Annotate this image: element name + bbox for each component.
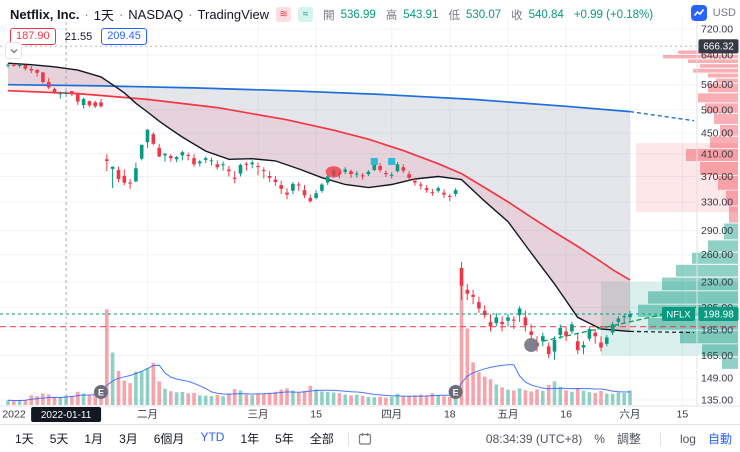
interval-label[interactable]: 1天 (93, 8, 114, 23)
svg-text:230.00: 230.00 (701, 276, 733, 288)
separator-dot: · (118, 7, 124, 22)
currency-label: USD (712, 7, 736, 19)
range-button-5天[interactable]: 5天 (49, 432, 69, 446)
moving-averages (7, 62, 695, 334)
high-label: 高 (385, 9, 398, 22)
svg-text:330.00: 330.00 (701, 196, 733, 208)
high-value: 543.91 (403, 8, 439, 21)
top-right-controls: USD (690, 5, 736, 21)
marker-chip-teal-icon[interactable]: ≈ (298, 7, 314, 22)
drawing-lines[interactable] (0, 45, 738, 342)
exchange-label: NASDAQ (128, 7, 184, 22)
range-button-1月[interactable]: 1月 (84, 432, 104, 446)
symbol-info-row: Netflix, Inc. · 1天 · NASDAQ · TradingVie… (10, 5, 653, 24)
auto-scale-toggle[interactable]: 自動 (707, 432, 732, 446)
symbol-title[interactable]: Netflix, Inc. (10, 7, 80, 22)
close-label: 收 (511, 9, 523, 22)
svg-text:16: 16 (560, 409, 572, 421)
red-line-value-badge[interactable]: 187.90 (10, 28, 56, 45)
range-button-3月[interactable]: 3月 (119, 432, 138, 446)
svg-text:NFLX: NFLX (666, 310, 691, 321)
range-button-1天[interactable]: 1天 (15, 432, 34, 446)
divider (659, 431, 661, 446)
divider (347, 431, 349, 446)
svg-text:198.98: 198.98 (703, 310, 734, 321)
svg-text:290.00: 290.00 (701, 225, 733, 237)
svg-text:15: 15 (677, 409, 689, 421)
svg-text:500.00: 500.00 (701, 104, 733, 116)
legend: Netflix, Inc. · 1天 · NASDAQ · TradingVie… (10, 5, 653, 45)
range-button-全部[interactable]: 全部 (309, 432, 334, 446)
range-button-5年[interactable]: 5年 (275, 432, 294, 446)
range-buttons: 1天 5天 1月 3月 6個月 YTD 1年 5年 全部 (8, 427, 341, 450)
svg-text:三月: 三月 (248, 409, 269, 421)
pane-collapse-button[interactable] (5, 42, 22, 59)
log-scale-toggle[interactable]: log (679, 431, 696, 446)
low-value: 530.07 (465, 8, 502, 21)
svg-text:410.00: 410.00 (701, 148, 733, 160)
svg-text:18: 18 (444, 409, 456, 421)
svg-text:450.00: 450.00 (701, 128, 733, 140)
svg-text:2022: 2022 (2, 409, 26, 421)
go-to-date-icon[interactable] (356, 430, 374, 448)
low-label: 低 (448, 9, 460, 22)
svg-text:370.00: 370.00 (701, 171, 733, 183)
svg-text:666.32: 666.32 (703, 42, 734, 53)
adjust-toggle[interactable]: 調整 (616, 432, 641, 446)
svg-text:二月: 二月 (137, 409, 158, 421)
indicator-values-row: 187.90 21.55 209.45 (10, 28, 653, 45)
ma-cloud-fills (8, 63, 630, 332)
blue-line-value-badge[interactable]: 209.45 (101, 28, 147, 45)
bottom-toolbar: 1天 5天 1月 3月 6個月 YTD 1年 5年 全部 08:34:39 (UTC+8) % … (0, 424, 740, 452)
change-value: +0.99 (+0.18%) (573, 8, 654, 21)
svg-text:E: E (453, 388, 459, 398)
range-button-6個月[interactable]: 6個月 (153, 432, 185, 446)
volume-bars (6, 277, 632, 406)
time-axis[interactable]: 2022 二月 三月 15 四月 18 五月 16 六月 15 (0, 405, 740, 421)
indicator-value: 21.55 (64, 30, 93, 43)
svg-text:四月: 四月 (381, 409, 402, 421)
axis-badges[interactable]: 666.32 NFLX 198.98 2022-01-11 (31, 39, 739, 422)
volume-profile-bars (638, 46, 738, 369)
grid (0, 18, 697, 406)
range-button-YTD[interactable]: YTD (200, 430, 225, 444)
svg-text:六月: 六月 (620, 409, 641, 421)
tradingview-logo-icon[interactable] (690, 5, 707, 21)
open-label: 開 (323, 9, 335, 22)
svg-text:560.00: 560.00 (701, 79, 733, 91)
svg-text:185.00: 185.00 (701, 325, 733, 337)
volume-ma-line (7, 364, 631, 401)
svg-text:五月: 五月 (498, 409, 519, 421)
tradingview-attribution[interactable]: TradingView (197, 7, 270, 22)
price-chart-canvas[interactable]: E E720.00640.00560.00500.00450.00410.0037… (0, 0, 740, 424)
chevron-down-icon (10, 48, 17, 53)
chart-background (0, 0, 740, 424)
percent-scale-toggle[interactable]: % (594, 431, 605, 446)
svg-text:165.00: 165.00 (701, 350, 733, 362)
annotations[interactable] (325, 158, 539, 352)
svg-text:720.00: 720.00 (701, 24, 733, 36)
scale-toolbar: 08:34:39 (UTC+8) % 調整 log 自動 (486, 430, 732, 447)
clock[interactable]: 08:34:39 (UTC+8) (485, 431, 583, 446)
marker-chip-red-icon[interactable]: ≋ (276, 7, 292, 22)
close-value: 540.84 (528, 8, 564, 21)
svg-text:E: E (98, 388, 104, 398)
svg-text:149.00: 149.00 (701, 373, 733, 385)
range-toolbar: 1天 5天 1月 3月 6個月 YTD 1年 5年 全部 (8, 427, 374, 450)
svg-text:135.00: 135.00 (701, 395, 733, 407)
svg-text:260.00: 260.00 (701, 249, 733, 261)
separator-dot: · (188, 7, 193, 22)
separator-dot: · (84, 7, 89, 22)
svg-text:15: 15 (310, 409, 322, 421)
range-button-1年[interactable]: 1年 (240, 432, 260, 446)
svg-text:2022-01-11: 2022-01-11 (41, 410, 92, 421)
open-value: 536.99 (340, 8, 376, 21)
